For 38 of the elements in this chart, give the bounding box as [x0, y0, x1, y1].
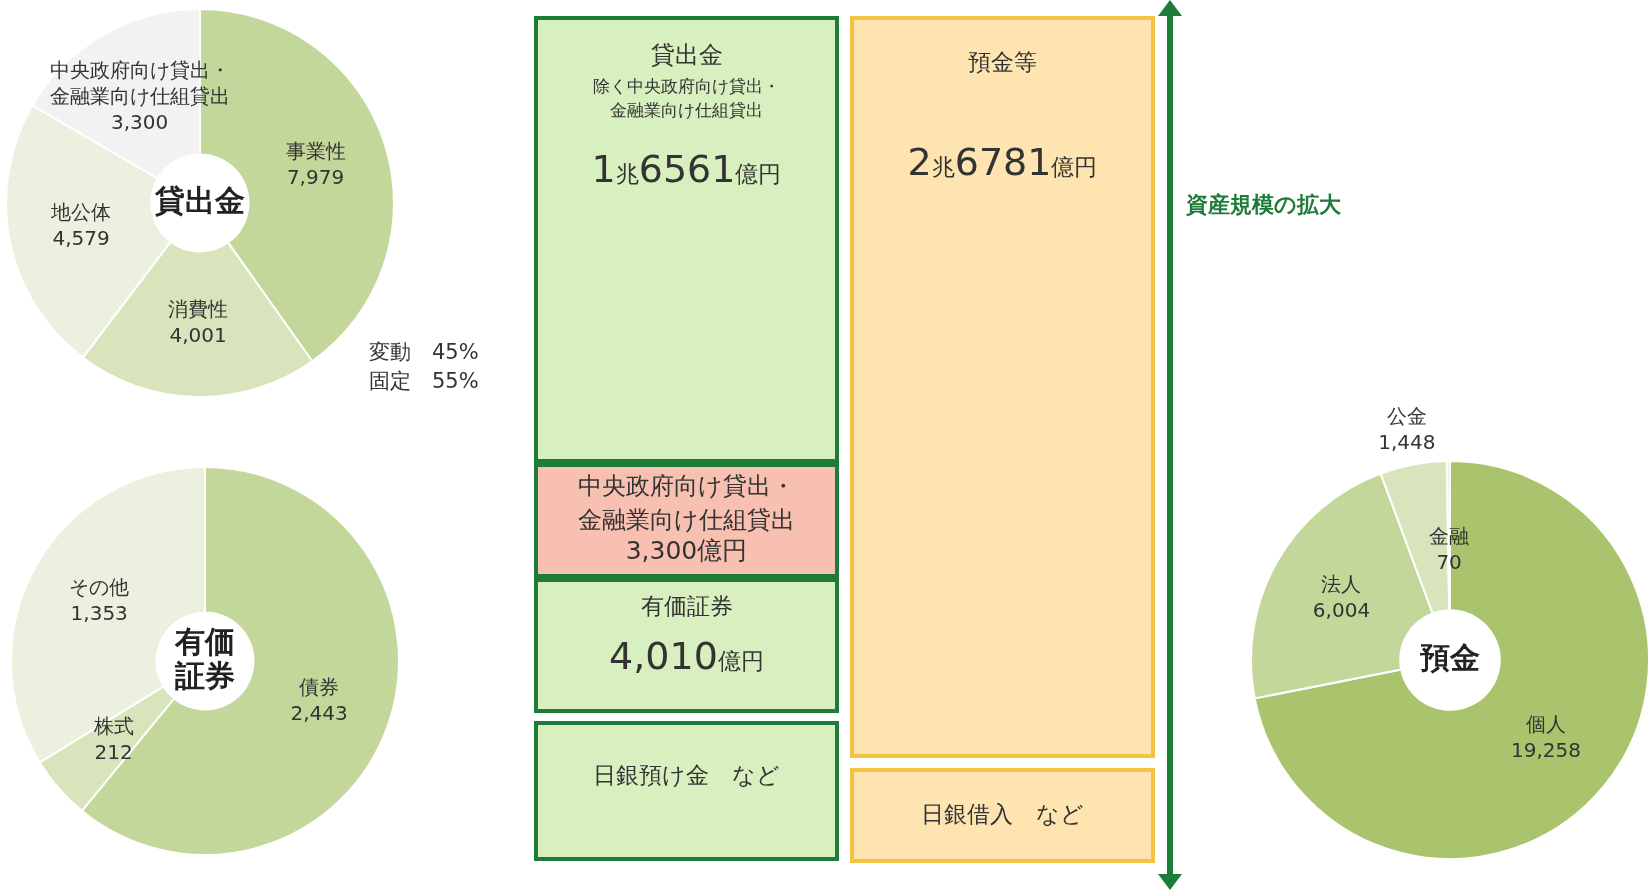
- slice-label: 事業性: [285, 139, 346, 164]
- data-label: 4,579: [52, 226, 110, 251]
- text: 貸出金: [154, 182, 245, 218]
- slice-label: 中央政府向け貸出・金融業向け仕組貸出: [49, 58, 230, 109]
- data-label: 4,001: [169, 323, 227, 348]
- data-label: 1,353: [70, 600, 128, 625]
- slice-label: 株式: [92, 713, 134, 738]
- data-label: 212: [94, 739, 133, 764]
- data-label: 3,300: [110, 110, 169, 135]
- data-label: 7,979: [286, 165, 345, 190]
- data-label: 19,258: [1511, 738, 1582, 763]
- text: 3,300億円: [624, 535, 749, 567]
- text: 日銀預け金 など: [592, 761, 781, 790]
- text: 有価証券: [639, 592, 734, 621]
- text: 有価証券: [174, 623, 235, 693]
- text: 預金: [1420, 639, 1480, 675]
- data-label: 2,443: [290, 701, 348, 726]
- text: 日銀借入 など: [920, 800, 1085, 829]
- text: 固定 55%: [369, 368, 479, 395]
- data-label: 6,004: [1312, 598, 1371, 623]
- text: 4,010億円: [609, 634, 764, 678]
- text: 貸出金: [649, 40, 724, 71]
- text: 除く中央政府向け貸出・金融業向け仕組貸出: [592, 75, 781, 122]
- data-label: 1,448: [1378, 430, 1436, 455]
- slice-label: 消費性: [168, 297, 229, 322]
- text: 1兆6561億円: [591, 147, 782, 191]
- slice-label: その他: [69, 574, 130, 599]
- slice-label: 地公体: [50, 200, 112, 225]
- text: 預金等: [967, 48, 1038, 77]
- text: 変動 45%: [369, 339, 479, 366]
- slice-label: 個人: [1526, 712, 1567, 737]
- slice-label: 債券: [299, 675, 340, 700]
- text: 2兆6781億円: [907, 140, 1098, 184]
- text: 資産規模の拡大: [1186, 191, 1341, 219]
- slice-label: 公金: [1386, 404, 1427, 429]
- text: 中央政府向け貸出・金融業向け仕組貸出: [577, 471, 796, 536]
- data-label: 70: [1436, 549, 1462, 574]
- slice-label: 法人: [1321, 572, 1362, 597]
